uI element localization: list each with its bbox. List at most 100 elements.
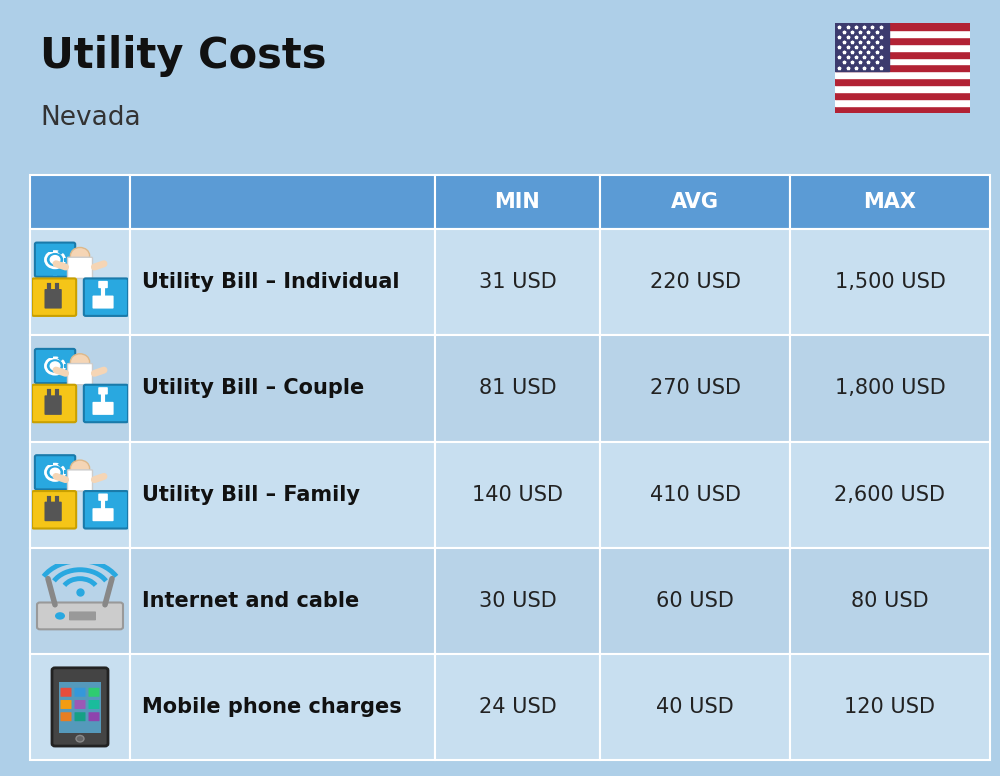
- Bar: [835, 57, 970, 64]
- FancyBboxPatch shape: [52, 668, 108, 746]
- FancyBboxPatch shape: [130, 548, 435, 654]
- FancyBboxPatch shape: [30, 175, 130, 229]
- FancyBboxPatch shape: [35, 243, 75, 277]
- FancyBboxPatch shape: [600, 548, 790, 654]
- FancyBboxPatch shape: [790, 175, 990, 229]
- Text: 60 USD: 60 USD: [656, 591, 734, 611]
- Circle shape: [45, 464, 65, 480]
- Text: 120 USD: 120 USD: [844, 698, 936, 717]
- Bar: [835, 50, 970, 57]
- Text: 140 USD: 140 USD: [472, 485, 563, 504]
- FancyBboxPatch shape: [130, 335, 435, 442]
- Text: 81 USD: 81 USD: [479, 379, 556, 398]
- Bar: [835, 106, 970, 113]
- FancyBboxPatch shape: [44, 289, 62, 309]
- FancyBboxPatch shape: [98, 387, 108, 394]
- FancyBboxPatch shape: [84, 279, 128, 316]
- Bar: [64, 364, 69, 368]
- FancyBboxPatch shape: [88, 700, 100, 709]
- Bar: [835, 64, 970, 71]
- Bar: [57, 462, 64, 467]
- Text: Utility Bill – Couple: Utility Bill – Couple: [142, 379, 364, 398]
- Circle shape: [50, 468, 60, 476]
- Bar: [835, 44, 970, 50]
- Text: 40 USD: 40 USD: [656, 698, 734, 717]
- FancyBboxPatch shape: [30, 229, 130, 335]
- FancyBboxPatch shape: [44, 501, 62, 521]
- Bar: [61, 372, 68, 378]
- Text: 1,500 USD: 1,500 USD: [835, 272, 945, 292]
- Bar: [835, 99, 970, 106]
- Circle shape: [70, 248, 90, 264]
- FancyBboxPatch shape: [600, 229, 790, 335]
- Circle shape: [45, 358, 65, 374]
- Text: 30 USD: 30 USD: [479, 591, 556, 611]
- FancyBboxPatch shape: [30, 335, 130, 442]
- FancyBboxPatch shape: [435, 442, 600, 548]
- FancyBboxPatch shape: [60, 712, 72, 721]
- Text: 80 USD: 80 USD: [851, 591, 929, 611]
- FancyBboxPatch shape: [130, 654, 435, 760]
- FancyBboxPatch shape: [600, 175, 790, 229]
- FancyBboxPatch shape: [37, 602, 123, 629]
- Bar: [57, 355, 64, 361]
- FancyBboxPatch shape: [600, 654, 790, 760]
- Text: 270 USD: 270 USD: [650, 379, 740, 398]
- Text: 31 USD: 31 USD: [479, 272, 556, 292]
- Text: 24 USD: 24 USD: [479, 698, 556, 717]
- Bar: [38, 252, 44, 258]
- Text: 1,800 USD: 1,800 USD: [835, 379, 945, 398]
- FancyBboxPatch shape: [74, 700, 86, 709]
- Text: Utility Bill – Individual: Utility Bill – Individual: [142, 272, 400, 292]
- FancyBboxPatch shape: [74, 712, 86, 721]
- Text: 220 USD: 220 USD: [650, 272, 740, 292]
- FancyBboxPatch shape: [44, 395, 62, 415]
- FancyBboxPatch shape: [790, 442, 990, 548]
- Text: 410 USD: 410 USD: [650, 485, 740, 504]
- Bar: [36, 262, 41, 266]
- FancyBboxPatch shape: [435, 548, 600, 654]
- FancyBboxPatch shape: [88, 688, 100, 697]
- FancyBboxPatch shape: [790, 229, 990, 335]
- FancyBboxPatch shape: [60, 700, 72, 709]
- Bar: [835, 92, 970, 99]
- Bar: [48, 460, 53, 465]
- Bar: [41, 481, 48, 487]
- Circle shape: [50, 255, 60, 264]
- FancyBboxPatch shape: [600, 335, 790, 442]
- Bar: [61, 478, 68, 484]
- Text: Utility Bill – Family: Utility Bill – Family: [142, 485, 360, 504]
- Bar: [835, 78, 970, 85]
- Bar: [36, 474, 41, 479]
- FancyBboxPatch shape: [435, 229, 600, 335]
- Bar: [64, 470, 69, 474]
- Circle shape: [50, 362, 60, 370]
- Bar: [835, 23, 889, 71]
- FancyBboxPatch shape: [68, 363, 92, 385]
- FancyBboxPatch shape: [69, 611, 96, 620]
- Text: MIN: MIN: [495, 192, 540, 212]
- FancyBboxPatch shape: [435, 654, 600, 760]
- FancyBboxPatch shape: [30, 548, 130, 654]
- Bar: [835, 23, 970, 30]
- FancyBboxPatch shape: [68, 469, 92, 491]
- FancyBboxPatch shape: [59, 683, 101, 733]
- FancyBboxPatch shape: [74, 688, 86, 697]
- FancyBboxPatch shape: [92, 508, 114, 521]
- FancyBboxPatch shape: [60, 688, 72, 697]
- FancyBboxPatch shape: [84, 491, 128, 528]
- FancyBboxPatch shape: [98, 494, 108, 501]
- Bar: [835, 71, 970, 78]
- FancyBboxPatch shape: [32, 279, 76, 316]
- Text: Mobile phone charges: Mobile phone charges: [142, 698, 402, 717]
- FancyBboxPatch shape: [32, 491, 76, 528]
- FancyBboxPatch shape: [130, 175, 435, 229]
- FancyBboxPatch shape: [98, 281, 108, 288]
- FancyBboxPatch shape: [88, 712, 100, 721]
- FancyBboxPatch shape: [84, 385, 128, 422]
- Bar: [48, 248, 53, 252]
- Bar: [57, 249, 64, 255]
- Circle shape: [76, 736, 84, 742]
- Bar: [41, 268, 48, 275]
- FancyBboxPatch shape: [32, 385, 76, 422]
